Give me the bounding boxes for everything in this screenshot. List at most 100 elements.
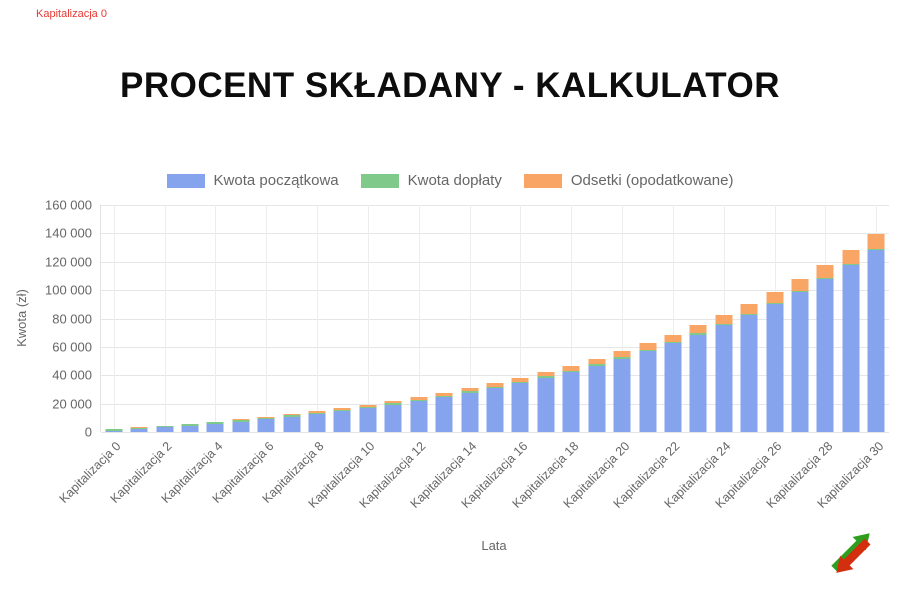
bar-segment-kwota-doplaty: [766, 302, 784, 305]
bar-segment-kwota-poczatkowa: [181, 425, 199, 432]
bar-segment-kwota-doplaty: [816, 277, 834, 280]
stacked-bar[interactable]: [867, 233, 885, 432]
stacked-bar[interactable]: [715, 315, 733, 432]
stacked-bar[interactable]: [791, 279, 809, 432]
gridline-vertical: [164, 205, 166, 432]
stacked-bar[interactable]: [766, 292, 784, 432]
bar-segment-kwota-poczatkowa: [664, 343, 682, 432]
bar-segment-kwota-poczatkowa: [639, 351, 657, 432]
stacked-bar[interactable]: [461, 388, 479, 432]
stacked-bar[interactable]: [257, 416, 275, 432]
gridline-vertical: [266, 205, 268, 432]
legend-item-odsetki[interactable]: Odsetki (opodatkowane): [523, 172, 733, 189]
bar-segment-odsetki-opodatkowane: [842, 250, 860, 264]
bar-segment-odsetki-opodatkowane: [639, 343, 657, 350]
stacked-bar[interactable]: [842, 250, 860, 432]
bar-segment-odsetki-opodatkowane: [486, 383, 504, 387]
bar-segment-odsetki-opodatkowane: [613, 351, 631, 358]
bar-segment-kwota-doplaty: [384, 403, 402, 405]
stacked-bar[interactable]: [333, 408, 351, 432]
stacked-bar[interactable]: [384, 401, 402, 432]
x-axis-title: Lata: [481, 538, 507, 553]
bar-segment-kwota-poczatkowa: [766, 304, 784, 432]
bar-segment-kwota-poczatkowa: [333, 411, 351, 432]
stacked-bar[interactable]: [105, 429, 123, 432]
bar-segment-kwota-poczatkowa: [206, 423, 224, 432]
bar-segment-odsetki-opodatkowane: [537, 371, 555, 377]
stacked-bar[interactable]: [562, 365, 580, 432]
bar-segment-kwota-doplaty: [537, 376, 555, 378]
bar-segment-kwota-poczatkowa: [359, 408, 377, 432]
bar-segment-kwota-poczatkowa: [257, 419, 275, 432]
gridline-vertical: [418, 205, 420, 432]
bar-segment-kwota-doplaty: [639, 349, 657, 352]
bar-segment-kwota-doplaty: [486, 386, 504, 389]
bar-segment-kwota-doplaty: [689, 333, 707, 335]
stacked-bar[interactable]: [486, 383, 504, 432]
stacked-bar[interactable]: [359, 404, 377, 432]
bar-segment-kwota-poczatkowa: [715, 325, 733, 432]
stacked-bar[interactable]: [537, 371, 555, 432]
y-axis-tick-label: 40 000: [52, 367, 92, 383]
bar-segment-kwota-poczatkowa: [816, 279, 834, 432]
y-axis-tick-label: 100 000: [45, 282, 92, 298]
gridline-horizontal: [101, 432, 889, 433]
y-axis-tick-label: 120 000: [45, 254, 92, 270]
stacked-bar[interactable]: [740, 303, 758, 432]
stacked-bar[interactable]: [816, 265, 834, 432]
bar-segment-odsetki-opodatkowane: [867, 233, 885, 249]
gridline-horizontal: [101, 205, 889, 206]
bar-segment-kwota-poczatkowa: [232, 421, 250, 432]
bar-segment-odsetki-opodatkowane: [740, 303, 758, 314]
bar-segment-kwota-poczatkowa: [308, 414, 326, 432]
gridline-horizontal: [101, 261, 889, 263]
gridline-vertical: [622, 205, 624, 432]
bar-segment-kwota-doplaty: [181, 424, 199, 426]
bar-segment-odsetki-opodatkowane: [588, 358, 606, 365]
bar-segment-kwota-poczatkowa: [130, 429, 148, 432]
gridline-horizontal: [101, 290, 889, 292]
bar-segment-odsetki-opodatkowane: [664, 334, 682, 342]
gridline-vertical: [215, 205, 217, 432]
bar-segment-odsetki-opodatkowane: [283, 414, 301, 416]
plot-area: 0 20 000 40 000 60 000 80 000 100 000 120 000 1…: [45, 198, 889, 511]
stacked-bar[interactable]: [588, 358, 606, 432]
bar-segment-kwota-doplaty: [715, 323, 733, 326]
legend-item-kwota-doplaty[interactable]: Kwota dopłaty: [360, 172, 502, 189]
stacked-bar[interactable]: [613, 351, 631, 432]
bar-segment-kwota-poczatkowa: [537, 377, 555, 432]
bar-segment-odsetki-opodatkowane: [511, 377, 529, 382]
stacked-bar[interactable]: [639, 343, 657, 432]
stacked-bar[interactable]: [181, 423, 199, 432]
bar-segment-kwota-doplaty: [359, 406, 377, 409]
y-axis-tick-label: 0: [84, 424, 92, 440]
y-axis-tick-label: 140 000: [45, 225, 92, 241]
stacked-bar[interactable]: [664, 334, 682, 432]
bar-segment-kwota-poczatkowa: [156, 427, 174, 432]
bar-segment-kwota-poczatkowa: [588, 365, 606, 432]
chart-legend: Kwota początkowa Kwota dopłaty Odsetki (…: [0, 172, 900, 189]
legend-item-kwota-poczatkowa[interactable]: Kwota początkowa: [166, 172, 339, 189]
bar-segment-kwota-poczatkowa: [283, 416, 301, 432]
legend-swatch: [523, 173, 562, 188]
stacked-bar[interactable]: [206, 421, 224, 432]
stacked-bar[interactable]: [410, 397, 428, 432]
bar-segment-kwota-doplaty: [867, 248, 885, 251]
stacked-bar[interactable]: [130, 427, 148, 432]
stacked-bar[interactable]: [435, 392, 453, 432]
bar-segment-kwota-poczatkowa: [435, 397, 453, 432]
stacked-bar[interactable]: [283, 414, 301, 432]
bar-segment-kwota-poczatkowa: [384, 404, 402, 432]
bar-segment-kwota-poczatkowa: [689, 334, 707, 432]
gridline-vertical: [520, 205, 522, 432]
bar-segment-kwota-doplaty: [206, 422, 224, 424]
stacked-bar[interactable]: [232, 419, 250, 432]
arrow-down-left-icon: [836, 538, 871, 573]
bar-segment-odsetki-opodatkowane: [435, 392, 453, 396]
stacked-bar[interactable]: [511, 377, 529, 432]
stacked-bar[interactable]: [689, 325, 707, 432]
y-axis-tick-label: 80 000: [52, 311, 92, 326]
stacked-bar[interactable]: [308, 411, 326, 432]
stacked-bar[interactable]: [156, 425, 174, 432]
bar-segment-kwota-poczatkowa: [867, 250, 885, 432]
